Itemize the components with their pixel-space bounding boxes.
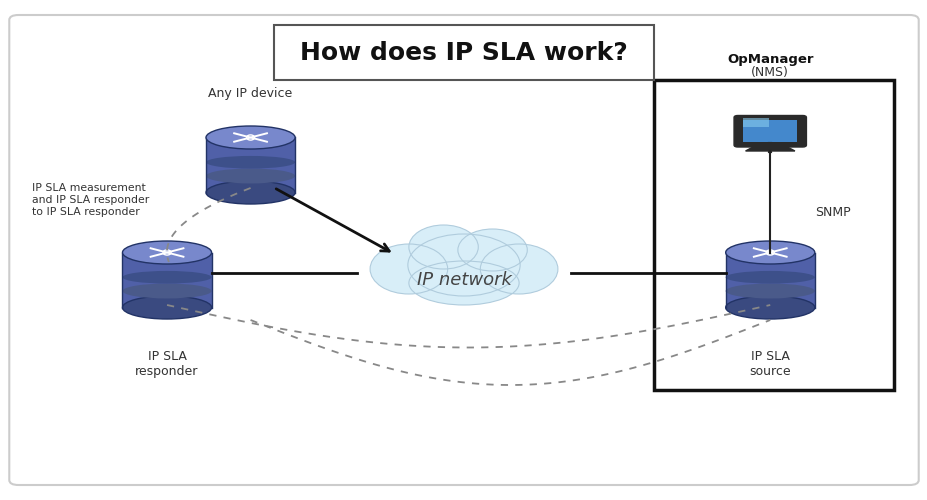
FancyBboxPatch shape (9, 15, 918, 485)
Ellipse shape (122, 241, 211, 264)
Ellipse shape (409, 225, 477, 269)
Ellipse shape (206, 126, 295, 149)
Bar (725, 252, 814, 308)
Text: IP SLA measurement
and IP SLA responder
to IP SLA responder: IP SLA measurement and IP SLA responder … (32, 184, 149, 216)
Text: IP SLA
responder: IP SLA responder (135, 350, 198, 378)
Text: (NMS): (NMS) (751, 66, 788, 79)
Bar (206, 138, 295, 192)
Ellipse shape (407, 234, 519, 296)
Ellipse shape (370, 244, 447, 294)
Ellipse shape (122, 284, 211, 298)
Ellipse shape (206, 181, 295, 204)
Bar (743, 120, 796, 142)
FancyArrowPatch shape (276, 189, 388, 251)
Ellipse shape (725, 241, 814, 264)
Text: IP SLA
source: IP SLA source (749, 350, 790, 378)
Bar (122, 252, 211, 308)
Text: SNMP: SNMP (814, 206, 849, 219)
Ellipse shape (122, 271, 211, 283)
Ellipse shape (725, 296, 814, 319)
FancyBboxPatch shape (273, 25, 654, 80)
Polygon shape (744, 144, 794, 151)
Text: OpManager: OpManager (726, 52, 813, 66)
Ellipse shape (480, 244, 557, 294)
Ellipse shape (409, 261, 518, 305)
Ellipse shape (206, 156, 295, 168)
Ellipse shape (457, 229, 527, 271)
Bar (654, 80, 893, 390)
Ellipse shape (206, 168, 295, 184)
Text: IP network: IP network (416, 271, 511, 289)
Text: How does IP SLA work?: How does IP SLA work? (299, 40, 628, 64)
Ellipse shape (122, 296, 211, 319)
Ellipse shape (725, 271, 814, 283)
Ellipse shape (725, 284, 814, 298)
Bar (743, 118, 768, 126)
FancyBboxPatch shape (733, 116, 806, 147)
Text: Any IP device: Any IP device (209, 87, 292, 100)
